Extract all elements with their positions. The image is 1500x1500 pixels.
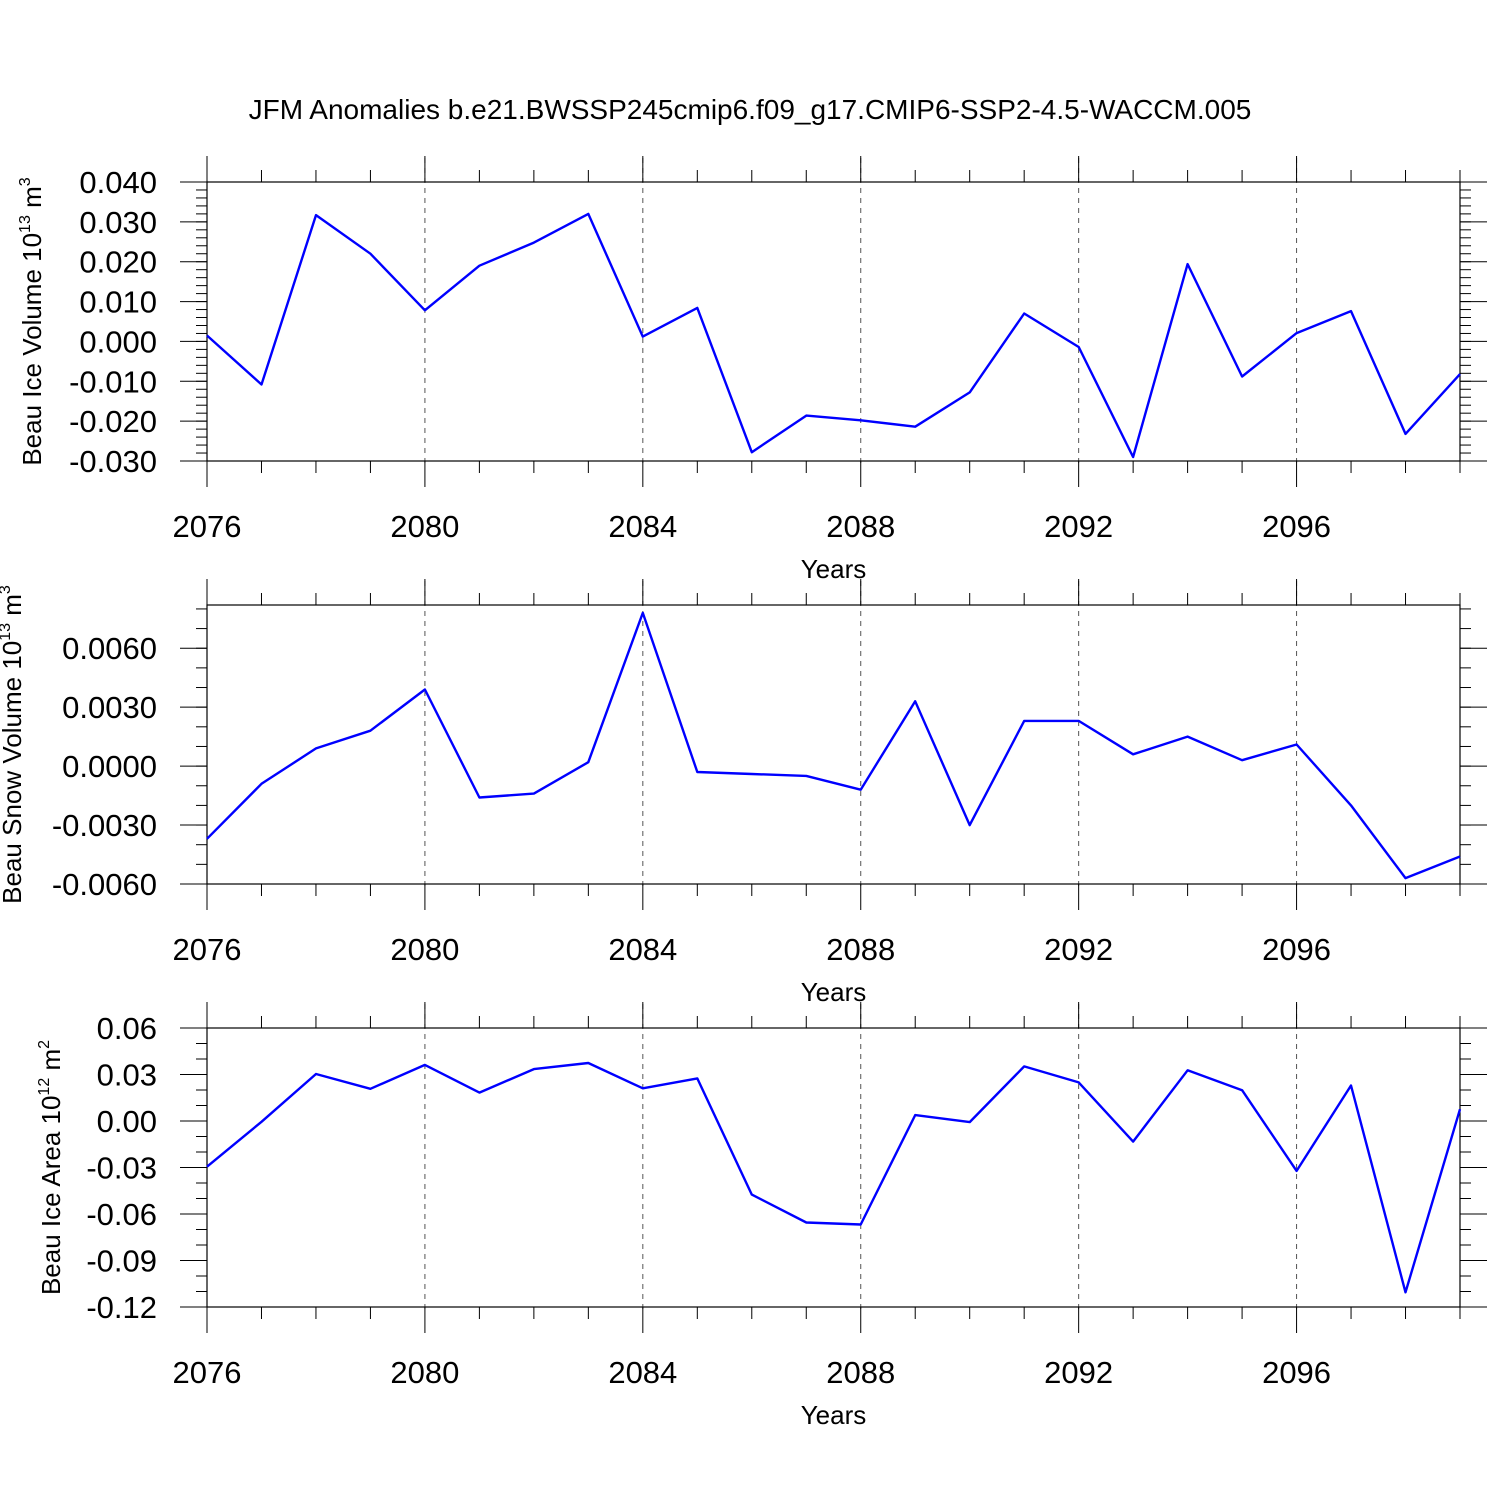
y-axis-title-unit-exponent: 2 <box>36 1040 53 1049</box>
panel-1: 2076 2080 2084 2088 2092 2096 Years -0.030 -0.02… <box>17 156 1487 584</box>
y-tick-label: 0.020 <box>79 245 157 280</box>
y-axis-title: Beau Ice Volume 1013 m3 <box>17 177 47 465</box>
y-axis-title-unit-exponent: 3 <box>17 177 34 186</box>
panel-2: 2076 2080 2084 2088 2092 2096 Years -0.0060 -0.0… <box>0 579 1487 1007</box>
x-axis-title: Years <box>801 977 867 1007</box>
y-axis-title-main: Beau Snow Volume 10 <box>0 641 27 904</box>
y-tick-label: 0.06 <box>97 1011 157 1046</box>
y-tick-label: -0.020 <box>69 404 157 439</box>
x-axis-title: Years <box>801 554 867 584</box>
y-tick-label: 0.0060 <box>62 631 157 666</box>
y-tick-label: 0.0000 <box>62 749 157 784</box>
x-tick-label: 2076 <box>173 1355 242 1390</box>
x-tick-label: 2088 <box>826 509 895 544</box>
x-tick-label: 2080 <box>390 509 459 544</box>
plot-frame <box>206 181 1461 462</box>
y-axis-title-unit: m <box>36 1049 66 1078</box>
x-tick-label: 2080 <box>390 1355 459 1390</box>
x-axis-title: Years <box>801 1400 867 1430</box>
plot-frame <box>206 1027 1461 1308</box>
x-tick-label: 2084 <box>608 509 677 544</box>
x-tick-label: 2096 <box>1262 932 1331 967</box>
x-tick-label: 2084 <box>608 932 677 967</box>
y-tick-label: 0.030 <box>79 205 157 240</box>
x-tick-label: 2076 <box>173 509 242 544</box>
chart-title: JFM Anomalies b.e21.BWSSP245cmip6.f09_g1… <box>249 94 1252 125</box>
y-tick-label: -0.06 <box>86 1197 157 1232</box>
x-tick-label: 2088 <box>826 1355 895 1390</box>
x-tick-label: 2096 <box>1262 1355 1331 1390</box>
y-tick-label: 0.0030 <box>62 690 157 725</box>
y-tick-label: 0.040 <box>79 165 157 200</box>
series-line <box>206 611 1461 880</box>
y-tick-label: -0.09 <box>86 1244 157 1279</box>
x-tick-label: 2096 <box>1262 509 1331 544</box>
x-tick-label: 2092 <box>1044 1355 1113 1390</box>
y-axis-title-exponent: 13 <box>17 215 34 233</box>
y-axis-title: Beau Ice Area 1012 m2 <box>36 1040 66 1295</box>
series-line <box>206 212 1461 459</box>
y-axis-title-unit: m <box>0 594 27 623</box>
y-tick-label: -0.030 <box>69 444 157 479</box>
x-tick-label: 2092 <box>1044 509 1113 544</box>
y-tick-label: -0.0030 <box>52 808 157 843</box>
y-axis-title-unit: m <box>17 186 47 215</box>
x-tick-label: 2088 <box>826 932 895 967</box>
x-tick-label: 2080 <box>390 932 459 967</box>
y-tick-label: 0.00 <box>97 1104 157 1139</box>
x-tick-label: 2092 <box>1044 932 1113 967</box>
x-tick-label: 2076 <box>173 932 242 967</box>
y-axis-title-unit-exponent: 3 <box>0 585 14 594</box>
plot-frame <box>206 604 1461 885</box>
series-line <box>206 1061 1462 1294</box>
y-tick-label: 0.010 <box>79 285 157 320</box>
y-axis-title-exponent: 13 <box>0 623 14 641</box>
y-tick-label: -0.010 <box>69 364 157 399</box>
y-axis-title-exponent: 12 <box>36 1078 53 1096</box>
y-axis-title-main: Beau Ice Volume 10 <box>17 233 47 466</box>
y-tick-label: 0.000 <box>79 324 157 359</box>
y-tick-label: -0.03 <box>86 1151 157 1186</box>
x-tick-label: 2084 <box>608 1355 677 1390</box>
panel-3: 2076 2080 2084 2088 2092 2096 Years -0.12 -0.09 -… <box>36 1002 1487 1430</box>
y-tick-label: -0.12 <box>86 1290 157 1325</box>
y-axis-title: Beau Snow Volume 1013 m3 <box>0 585 27 904</box>
y-axis-title-main: Beau Ice Area 10 <box>36 1096 66 1295</box>
y-tick-label: 0.03 <box>97 1058 157 1093</box>
y-tick-label: -0.0060 <box>52 867 157 902</box>
